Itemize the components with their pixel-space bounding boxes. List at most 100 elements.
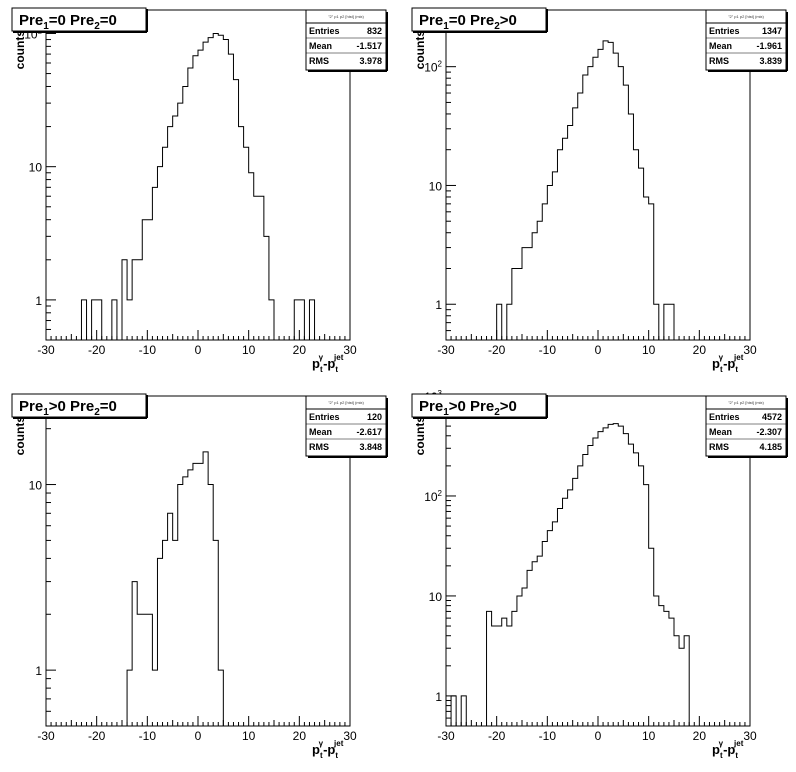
y-tick-label: 10	[429, 179, 443, 193]
stats-header: "2" p1 p2 [hist] (mix)	[328, 400, 364, 405]
x-tick-label: 30	[743, 343, 757, 357]
x-tick-label: -20	[88, 729, 106, 743]
x-tick-label: -20	[488, 729, 506, 743]
x-tick-label: 20	[693, 729, 707, 743]
stats-value: 4572	[762, 412, 782, 422]
x-tick-label: -30	[37, 729, 55, 743]
panel-title: Pre1>0 Pre2>0	[411, 393, 548, 419]
y-tick-label: 1	[35, 294, 42, 308]
stats-label: Mean	[709, 41, 732, 51]
x-tick-label: 30	[343, 729, 357, 743]
stats-label: Entries	[709, 26, 740, 36]
title-text: Pre1=0 Pre2>0	[419, 12, 517, 32]
stats-box: "2" p1 p2 [hist] (mix) Entries 832 Mean -1.…	[305, 9, 388, 72]
plot-frame	[45, 395, 351, 727]
y-tick-label: 1	[435, 690, 442, 704]
x-tick-label: -10	[139, 343, 157, 357]
stats-label: Mean	[309, 41, 332, 51]
stats-frame	[305, 395, 387, 457]
y-tick-label: 102	[424, 60, 442, 75]
stats-label: RMS	[709, 56, 729, 66]
x-axis-label: ptγ-ptjet	[712, 353, 744, 374]
x-tick-label: 10	[242, 343, 256, 357]
x-tick-label: -10	[539, 343, 557, 357]
x-tick-label: 10	[242, 729, 256, 743]
plot-frame	[445, 395, 751, 727]
title-text: Pre1>0 Pre2=0	[19, 398, 117, 418]
histogram-line	[496, 40, 675, 341]
stats-label: Mean	[309, 427, 332, 437]
stats-value: 3.978	[359, 56, 382, 66]
y-axis-label: counts	[413, 30, 427, 70]
histogram-panel-3: -30 -20 -10 0 10 20 30 1 10 counts ptγ-ptjet Pre1>0…	[11, 393, 388, 760]
x-tick-label: -10	[539, 729, 557, 743]
stats-value: -1.961	[756, 41, 782, 51]
x-tick-label: 10	[642, 343, 656, 357]
stats-label: Entries	[309, 412, 340, 422]
x-tick-label: -30	[437, 343, 455, 357]
plot-frame	[445, 9, 751, 341]
stats-box: "2" p1 p2 [hist] (mix) Entries 1347 Mean -1…	[705, 9, 788, 72]
x-axis-label: ptγ-ptjet	[312, 739, 344, 760]
x-tick-label: -30	[37, 343, 55, 357]
stats-value: -2.307	[756, 427, 782, 437]
stats-header: "2" p1 p2 [hist] (mix)	[728, 400, 764, 405]
stats-label: RMS	[309, 442, 329, 452]
stats-label: Entries	[709, 412, 740, 422]
title-text: Pre1>0 Pre2>0	[419, 398, 517, 418]
stats-frame	[705, 9, 787, 71]
histogram-panel-4: -30-20-100102030110102103countsptγ-ptjet…	[411, 389, 788, 760]
stats-box: "2" p1 p2 [hist] (mix) Entries 120 Mean -2.…	[305, 395, 388, 458]
x-axis-label: ptγ-ptjet	[712, 739, 744, 760]
y-tick-label: 10	[29, 479, 43, 493]
x-tick-label: 10	[642, 729, 656, 743]
stats-value: 3.848	[359, 442, 382, 452]
histogram-line	[126, 451, 224, 726]
stats-label: RMS	[309, 56, 329, 66]
stats-value: 3.839	[759, 56, 782, 66]
x-tick-label: 0	[595, 729, 602, 743]
x-axis-label: ptγ-ptjet	[312, 353, 344, 374]
stats-label: RMS	[709, 442, 729, 452]
histogram-line	[450, 423, 690, 727]
y-tick-label: 10	[29, 161, 43, 175]
x-tick-label: -30	[437, 729, 455, 743]
stats-value: -1.517	[356, 41, 382, 51]
stats-frame	[705, 395, 787, 457]
y-tick-label: 102	[424, 489, 442, 504]
y-tick-label: 10	[429, 590, 443, 604]
stats-value: 1347	[762, 26, 782, 36]
stats-box: "2" p1 p2 [hist] (mix) Entries 4572 Mean -2…	[705, 395, 788, 458]
stats-header: "2" p1 p2 [hist] (mix)	[328, 14, 364, 19]
stats-label: Entries	[309, 26, 340, 36]
y-axis-label: counts	[13, 416, 27, 456]
stats-value: 120	[367, 412, 382, 422]
x-tick-label: 20	[293, 729, 307, 743]
stats-label: Mean	[709, 427, 732, 437]
histogram-panel-1: -30-20-100102030110102countsptγ-ptjetPre…	[11, 7, 388, 374]
y-axis-label: counts	[13, 30, 27, 70]
x-tick-label: 0	[595, 343, 602, 357]
x-tick-label: 30	[743, 729, 757, 743]
stats-value: -2.617	[356, 427, 382, 437]
x-tick-label: 20	[293, 343, 307, 357]
y-tick-label: 1	[435, 298, 442, 312]
plot-frame	[45, 9, 351, 341]
panel-title: Pre1=0 Pre2=0	[11, 7, 148, 33]
panel-title: Pre1=0 Pre2>0	[411, 7, 548, 33]
stats-value: 4.185	[759, 442, 782, 452]
y-axis-label: counts	[413, 416, 427, 456]
y-tick-label: 1	[35, 664, 42, 678]
x-tick-label: 0	[195, 729, 202, 743]
x-tick-label: 0	[195, 343, 202, 357]
stats-value: 832	[367, 26, 382, 36]
x-tick-label: -10	[139, 729, 157, 743]
x-tick-label: 30	[343, 343, 357, 357]
x-tick-label: -20	[88, 343, 106, 357]
panel-title: Pre1>0 Pre2=0	[11, 393, 148, 419]
title-text: Pre1=0 Pre2=0	[19, 12, 117, 32]
stats-header: "2" p1 p2 [hist] (mix)	[728, 14, 764, 19]
x-tick-label: 20	[693, 343, 707, 357]
